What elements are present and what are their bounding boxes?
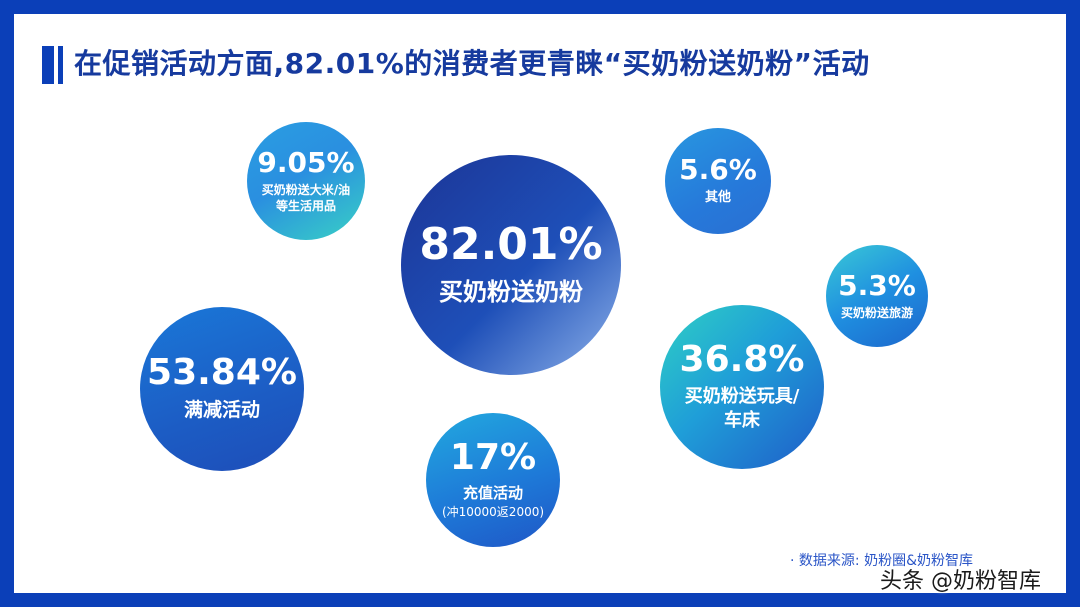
bubble-value: 53.84% (147, 352, 297, 394)
bubble-3: 17% 充值活动 (冲10000返2000) (426, 413, 560, 547)
title-accent-bar (42, 46, 54, 84)
bubble-2: 36.8% 买奶粉送玩具/车床 (660, 305, 824, 469)
title-accent-bar-thin (58, 46, 63, 84)
slide-title: 在促销活动方面,82.01%的消费者更青睐“买奶粉送奶粉”活动 (74, 47, 870, 80)
bubble-6: 5.3% 买奶粉送旅游 (826, 245, 928, 347)
bubble-value: 36.8% (679, 338, 805, 380)
bubble-label: 买奶粉送大米/油等生活用品 (261, 183, 351, 214)
bubble-value: 82.01% (419, 218, 603, 270)
bubble-value: 5.3% (838, 268, 916, 302)
bubble-label: 满减活动 (183, 399, 260, 422)
bubble-label: 买奶粉送玩具/车床 (684, 385, 800, 431)
data-source: · 数据来源: 奶粉圈&奶粉智库 (790, 553, 973, 569)
bubble-4: 9.05% 买奶粉送大米/油等生活用品 (247, 122, 365, 240)
bubble-1: 53.84% 满减活动 (140, 307, 304, 471)
bubble-value: 9.05% (257, 145, 355, 179)
bubble-label: 买奶粉送奶粉 (439, 277, 583, 306)
bubble-label: 其他 (704, 190, 731, 206)
bubble-label: 充值活动 (462, 483, 523, 502)
bubble-value: 5.6% (679, 153, 757, 187)
bubble-label: 买奶粉送旅游 (840, 306, 913, 321)
bubble-note: (冲10000返2000) (441, 505, 545, 520)
bubble-5: 5.6% 其他 (665, 128, 771, 234)
bubble-value: 17% (449, 437, 537, 479)
watermark: 头条 @奶粉智库 (880, 569, 1041, 594)
bubble-0: 82.01% 买奶粉送奶粉 (401, 155, 621, 375)
